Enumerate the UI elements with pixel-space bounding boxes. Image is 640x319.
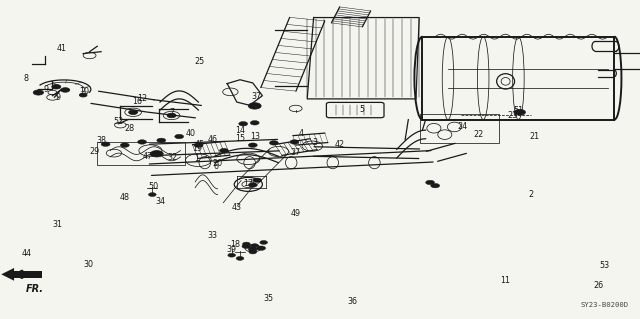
Text: 18: 18 — [230, 240, 241, 249]
Circle shape — [257, 246, 266, 250]
Circle shape — [175, 134, 184, 139]
Circle shape — [243, 242, 250, 246]
Circle shape — [138, 140, 147, 144]
Circle shape — [167, 113, 176, 118]
Text: 24: 24 — [457, 122, 467, 130]
Text: 17: 17 — [243, 179, 253, 188]
Text: 49: 49 — [291, 209, 301, 218]
Circle shape — [52, 85, 61, 89]
Circle shape — [148, 193, 156, 197]
Circle shape — [269, 141, 278, 145]
Text: 51: 51 — [513, 106, 524, 115]
Text: 21: 21 — [529, 132, 540, 141]
Circle shape — [129, 110, 138, 115]
Text: 11: 11 — [500, 276, 511, 285]
Text: 50: 50 — [148, 182, 159, 191]
Text: 16: 16 — [132, 97, 143, 106]
Text: 37: 37 — [251, 92, 261, 101]
Circle shape — [194, 143, 203, 147]
Text: SY23-B0200D: SY23-B0200D — [580, 302, 628, 308]
Text: 29: 29 — [90, 147, 100, 156]
Polygon shape — [1, 268, 14, 281]
Text: 32: 32 — [168, 153, 178, 162]
Circle shape — [248, 143, 257, 147]
Text: 31: 31 — [52, 220, 63, 229]
Text: 9: 9 — [55, 93, 60, 102]
Text: 33: 33 — [207, 231, 218, 240]
Text: 46: 46 — [207, 135, 218, 144]
Text: 19: 19 — [192, 144, 202, 153]
Text: 7: 7 — [169, 108, 174, 117]
Text: 39: 39 — [227, 245, 237, 254]
Text: 15: 15 — [235, 134, 245, 143]
Circle shape — [260, 241, 268, 244]
Circle shape — [228, 253, 236, 257]
Text: 3: 3 — [312, 138, 317, 147]
Text: 20: 20 — [212, 159, 223, 168]
Text: 12: 12 — [137, 94, 147, 103]
Circle shape — [101, 142, 110, 146]
Text: 4: 4 — [298, 129, 303, 138]
Circle shape — [426, 180, 435, 185]
Circle shape — [250, 121, 259, 125]
Text: 5: 5 — [359, 105, 364, 114]
Text: 48: 48 — [120, 193, 130, 202]
Text: 22: 22 — [474, 130, 484, 139]
Text: 26: 26 — [593, 281, 604, 290]
Text: 45: 45 — [195, 140, 205, 149]
Text: 43: 43 — [232, 204, 242, 212]
Circle shape — [220, 148, 228, 153]
Circle shape — [61, 88, 70, 92]
Circle shape — [250, 247, 256, 250]
Circle shape — [253, 178, 262, 182]
Polygon shape — [14, 271, 42, 278]
Text: 40: 40 — [186, 129, 196, 138]
Text: 53: 53 — [600, 261, 610, 270]
Text: 1: 1 — [195, 154, 200, 163]
Circle shape — [120, 143, 129, 147]
Text: 41: 41 — [57, 44, 67, 53]
Text: 6: 6 — [214, 162, 219, 171]
Text: 36: 36 — [347, 297, 357, 306]
Circle shape — [514, 109, 525, 115]
Circle shape — [242, 244, 251, 249]
Text: 10: 10 — [79, 87, 90, 96]
Text: FR.: FR. — [26, 284, 44, 294]
Circle shape — [239, 122, 248, 126]
Text: 28: 28 — [124, 124, 134, 133]
Circle shape — [79, 93, 87, 97]
Text: 38: 38 — [96, 136, 106, 145]
Text: 27: 27 — [291, 148, 301, 157]
Text: 52: 52 — [113, 117, 124, 126]
Circle shape — [290, 140, 299, 144]
Circle shape — [248, 103, 261, 109]
Text: 13: 13 — [250, 132, 260, 141]
Circle shape — [248, 183, 257, 187]
Circle shape — [248, 247, 257, 252]
Text: 35: 35 — [264, 294, 274, 303]
Text: 14: 14 — [235, 126, 245, 135]
Text: 23: 23 — [507, 111, 517, 120]
Text: 34: 34 — [155, 197, 165, 206]
Text: 25: 25 — [195, 57, 205, 66]
Text: 8: 8 — [23, 74, 28, 83]
Circle shape — [150, 151, 163, 157]
Circle shape — [249, 250, 257, 254]
Text: 44: 44 — [22, 249, 32, 258]
Circle shape — [33, 90, 44, 95]
Text: 30: 30 — [83, 260, 93, 269]
Text: 9: 9 — [44, 85, 49, 94]
Text: 47: 47 — [142, 152, 152, 161]
Circle shape — [236, 256, 244, 260]
Circle shape — [157, 138, 166, 143]
Text: 2: 2 — [529, 190, 534, 199]
Text: 42: 42 — [334, 140, 344, 149]
Circle shape — [251, 244, 259, 248]
Circle shape — [431, 183, 440, 188]
